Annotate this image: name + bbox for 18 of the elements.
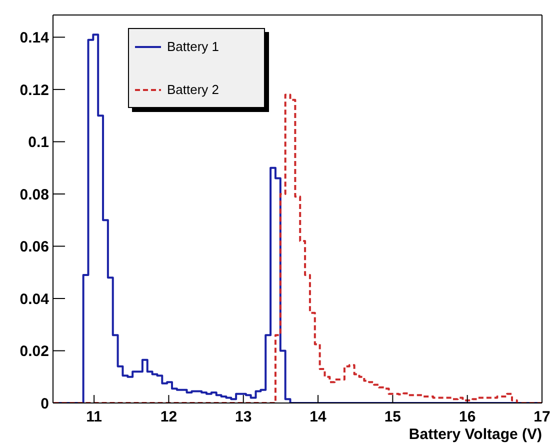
x-tick-label: 15 — [384, 408, 402, 426]
x-axis-title: Battery Voltage (V) — [408, 426, 542, 443]
y-tick-label: 0 — [40, 395, 49, 412]
x-tick-label: 17 — [534, 408, 550, 426]
y-tick-label: 0.08 — [20, 186, 49, 204]
legend-label: Battery 1 — [167, 39, 220, 54]
x-tick-label: 14 — [310, 408, 328, 426]
legend-label: Battery 2 — [167, 82, 220, 97]
x-tick-label: 13 — [235, 408, 252, 426]
y-tick-label: 0.02 — [20, 343, 49, 360]
y-tick-label: 0.12 — [20, 82, 49, 99]
y-tick-label: 0.14 — [20, 30, 50, 47]
y-tick-label: 0.06 — [20, 238, 49, 256]
x-tick-label: 11 — [86, 408, 102, 426]
y-tick-label: 0.04 — [20, 290, 50, 308]
x-tick-label: 16 — [459, 408, 476, 426]
x-tick-label: 12 — [160, 408, 178, 426]
y-tick-label: 0.1 — [28, 134, 49, 152]
